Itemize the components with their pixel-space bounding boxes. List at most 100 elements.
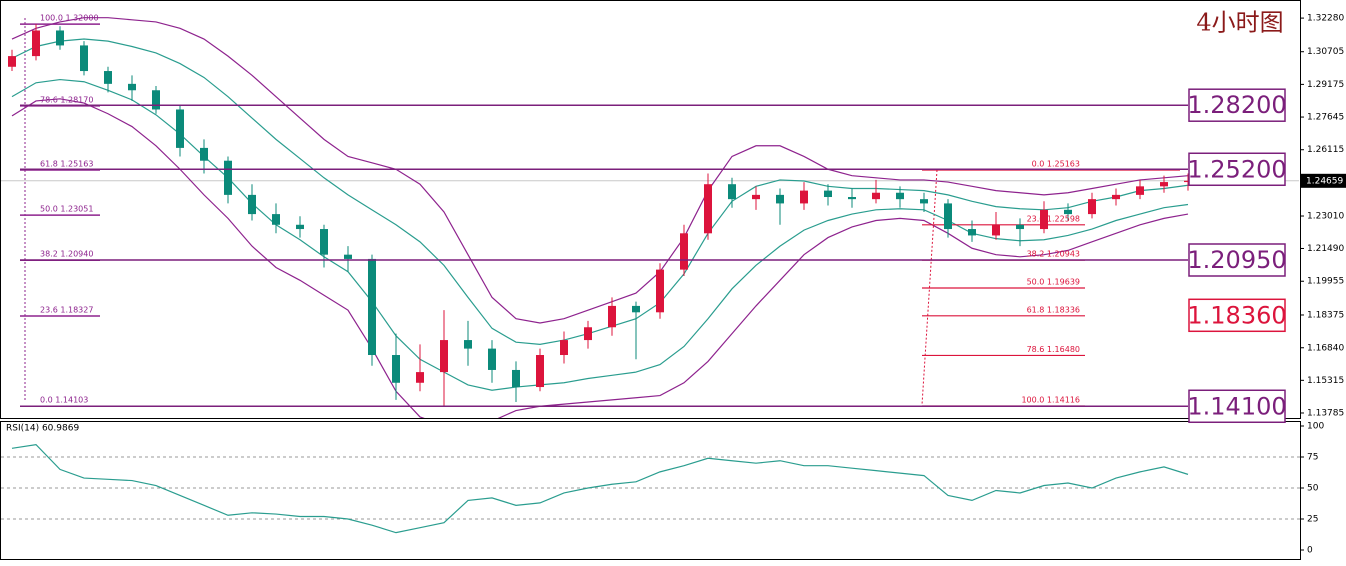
candle-body — [848, 197, 856, 200]
y-tick-label: 75 — [1307, 453, 1318, 463]
candle-body — [56, 30, 64, 46]
y-tick-label: 1.19955 — [1307, 277, 1344, 287]
candle-body — [128, 83, 136, 91]
last-price-box — [1301, 173, 1346, 188]
fib-label: 100.0 1.32000 — [40, 14, 99, 23]
rsi-line — [11, 443, 1189, 534]
candle-body — [896, 192, 904, 200]
fib-label: 78.6 1.16480 — [1027, 345, 1080, 354]
candle-body — [152, 90, 160, 110]
candle-body — [440, 340, 448, 373]
candle-body — [176, 109, 184, 148]
level-label: 1.20950 — [1187, 246, 1286, 274]
y-tick-label: 25 — [1307, 515, 1318, 525]
candle-body — [320, 229, 328, 255]
y-tick-label: 50 — [1307, 484, 1319, 494]
candle-body — [1064, 209, 1072, 215]
fib-label: 50.0 1.23051 — [40, 205, 93, 214]
rsi-panel — [0, 421, 1301, 560]
fib-label: 38.2 1.20940 — [40, 250, 93, 259]
candle-body — [80, 45, 88, 72]
fib-label: 50.0 1.19639 — [1027, 277, 1080, 286]
candle-body — [1184, 180, 1192, 183]
fib-label: 23.6 1.22598 — [1027, 214, 1080, 223]
fib-label: 23.6 1.18327 — [40, 306, 93, 315]
candle-body — [560, 340, 568, 356]
candle-body — [944, 203, 952, 230]
candle-body — [8, 56, 16, 67]
y-tick-label: 1.30705 — [1307, 47, 1344, 57]
level-box — [1188, 152, 1286, 187]
fib-label: 61.8 1.25163 — [40, 160, 93, 169]
level-label: 1.14100 — [1187, 392, 1286, 420]
candle-body — [272, 214, 280, 225]
y-tick-label: 1.23010 — [1307, 212, 1344, 222]
candle-body — [704, 184, 712, 234]
y-tick-label: 1.15315 — [1307, 376, 1344, 386]
candle-body — [1160, 182, 1168, 187]
candle-body — [32, 30, 40, 57]
level-box — [1188, 243, 1286, 277]
level-box — [1188, 389, 1286, 424]
candle-body — [752, 194, 760, 200]
candle-body — [536, 355, 544, 388]
candle-body — [632, 305, 640, 313]
candle-body — [488, 348, 496, 370]
level-box — [1188, 298, 1286, 333]
y-tick-label: 1.32280 — [1307, 14, 1344, 24]
y-tick-label: 1.26115 — [1307, 145, 1344, 155]
plot-area — [1, 17, 1299, 418]
candle-body — [1016, 224, 1024, 230]
candle-body — [368, 258, 376, 356]
candle-body — [1136, 186, 1144, 195]
candle-body — [512, 369, 520, 388]
candle-body — [1088, 199, 1096, 215]
candle-body — [248, 194, 256, 215]
fib-label: 78.6 1.28170 — [40, 95, 93, 104]
candle-body — [824, 190, 832, 198]
candle-body — [992, 224, 1000, 236]
candle-body — [968, 229, 976, 236]
candle-body — [224, 160, 232, 195]
chart-title: 4小时图 — [1196, 9, 1283, 37]
candle-body — [464, 340, 472, 349]
fib-label: 61.8 1.18336 — [1027, 305, 1080, 314]
level-label: 1.18360 — [1187, 301, 1286, 329]
y-tick-label: 100 — [1307, 422, 1324, 432]
y-tick-label: 1.21490 — [1307, 244, 1344, 254]
y-tick-label: 0 — [1307, 546, 1313, 556]
level-label: 1.25200 — [1187, 155, 1286, 183]
candle-body — [872, 192, 880, 200]
band-line — [11, 38, 1189, 345]
level-label: 1.28200 — [1187, 91, 1286, 119]
y-tick-label: 1.29175 — [1307, 80, 1344, 90]
fib-label: 38.2 1.20943 — [1027, 250, 1080, 259]
rsi-label: RSI(14) 60.9869 — [6, 424, 79, 434]
candle-body — [1040, 209, 1048, 230]
candle-body — [296, 224, 304, 230]
candle-body — [800, 190, 808, 204]
fib-label: 0.0 1.25163 — [1032, 160, 1080, 169]
y-tick-label: 1.16840 — [1307, 343, 1344, 353]
last-price-label: 1.24659 — [1306, 176, 1343, 186]
candle-body — [920, 199, 928, 204]
level-box — [1188, 88, 1286, 122]
y-tick-label: 1.13785 — [1307, 408, 1344, 418]
band-line — [11, 98, 1189, 418]
candle-body — [200, 147, 208, 161]
candle-body — [416, 372, 424, 383]
candle-body — [1112, 194, 1120, 200]
band-line — [11, 17, 1189, 324]
candle-body — [344, 254, 352, 259]
candle-body — [608, 305, 616, 328]
candle-body — [776, 194, 784, 204]
candle-body — [680, 233, 688, 270]
fib-label: 100.0 1.14116 — [1021, 395, 1080, 404]
candle-body — [728, 184, 736, 200]
fib-label: 0.0 1.14103 — [40, 396, 88, 405]
y-tick-label: 1.18375 — [1307, 310, 1344, 320]
price-panel — [0, 0, 1301, 419]
candle-body — [392, 355, 400, 383]
